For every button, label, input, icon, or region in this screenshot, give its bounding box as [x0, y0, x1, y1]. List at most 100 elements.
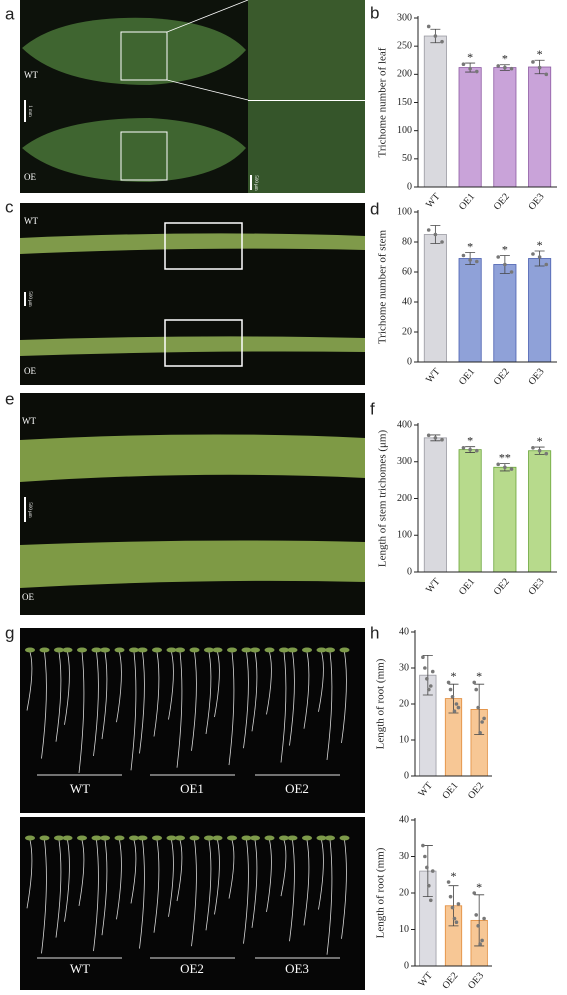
data-point	[428, 684, 433, 688]
root-line	[41, 839, 47, 954]
root-line	[205, 839, 212, 931]
y-tick-label: 30	[399, 851, 409, 862]
root-line	[214, 651, 220, 718]
data-point	[456, 902, 461, 906]
significance: *	[451, 669, 457, 683]
data-point	[461, 445, 466, 450]
root-line	[191, 651, 197, 751]
data-point	[480, 720, 484, 724]
x-tick-label: OE2	[492, 366, 512, 387]
root-line	[266, 839, 272, 913]
data-point	[482, 916, 486, 921]
seedling	[137, 647, 148, 653]
root-line	[251, 839, 258, 928]
bar	[458, 449, 482, 573]
data-point	[421, 843, 425, 848]
group-label: WT	[70, 781, 90, 796]
significance: *	[451, 869, 457, 883]
x-tick-label: WT	[424, 576, 442, 595]
root-line	[266, 651, 272, 715]
data-point	[503, 262, 507, 267]
root-line	[243, 651, 249, 749]
data-point	[476, 705, 480, 710]
y-tick-label: 0	[404, 960, 409, 971]
data-point	[496, 462, 501, 467]
seedling	[189, 647, 200, 653]
data-point	[482, 716, 486, 721]
x-tick-label: WT	[424, 366, 442, 385]
root-line	[26, 651, 33, 711]
data-point	[421, 655, 425, 659]
y-tick-label: 10	[399, 924, 409, 935]
x-tick-label: OE2	[492, 576, 512, 597]
bar	[493, 466, 517, 573]
data-point	[461, 62, 466, 66]
seedling	[137, 835, 148, 841]
bar	[528, 450, 552, 573]
data-point	[468, 447, 472, 452]
photo-label: OE	[22, 592, 34, 602]
y-axis-label: Length of root (mm)	[375, 847, 387, 938]
data-point	[531, 445, 535, 450]
bar	[458, 67, 482, 188]
y-tick-label: 200	[397, 69, 412, 80]
data-point	[440, 240, 444, 244]
data-point	[425, 865, 429, 870]
seedling	[77, 647, 87, 653]
photo-label: WT	[24, 216, 38, 226]
seedling	[325, 835, 335, 841]
data-point	[537, 255, 542, 259]
data-point	[478, 731, 482, 735]
zoom-box	[164, 222, 243, 270]
data-point	[544, 72, 549, 77]
root-line	[153, 651, 160, 737]
data-point	[430, 669, 435, 674]
seedling	[316, 647, 327, 653]
data-point	[423, 854, 427, 859]
data-point	[537, 448, 542, 453]
seedling	[25, 647, 35, 653]
x-tick-label: WT	[416, 970, 434, 989]
data-point	[454, 702, 459, 706]
significance: *	[537, 238, 543, 252]
leaf	[22, 118, 246, 182]
seedling	[204, 835, 214, 841]
data-point	[423, 666, 427, 670]
root-line	[303, 651, 310, 729]
significance: *	[537, 434, 543, 448]
y-tick-label: 40	[402, 296, 412, 307]
data-point	[468, 258, 472, 262]
data-point	[426, 433, 431, 438]
scale-label: 500 μm	[253, 175, 258, 190]
y-tick-label: 20	[402, 326, 412, 337]
seedling	[129, 647, 139, 653]
y-tick-label: 60	[402, 266, 412, 277]
seedling	[250, 647, 260, 653]
panel-label: c	[5, 197, 14, 216]
root-line	[130, 839, 137, 904]
root-line	[176, 651, 183, 768]
root-photo	[20, 628, 365, 813]
y-tick-label: 0	[407, 356, 412, 367]
root-line	[341, 651, 347, 744]
zoom-photo	[248, 101, 365, 193]
significance: *	[502, 52, 508, 66]
panel-label: f	[370, 399, 375, 418]
root-line	[289, 839, 295, 942]
data-point	[427, 883, 431, 888]
data-point	[428, 898, 433, 903]
root-line	[64, 839, 70, 922]
root-line	[55, 651, 62, 742]
y-tick-label: 0	[407, 181, 412, 192]
root-line	[326, 651, 333, 760]
seedling	[100, 647, 110, 653]
data-point	[452, 916, 457, 921]
root-line	[153, 839, 160, 933]
root-line	[101, 651, 108, 740]
data-point	[426, 24, 431, 29]
data-point	[474, 913, 479, 917]
seedling	[129, 835, 139, 841]
seedling	[279, 835, 289, 841]
data-point	[433, 436, 438, 440]
y-tick-label: 250	[397, 40, 412, 51]
